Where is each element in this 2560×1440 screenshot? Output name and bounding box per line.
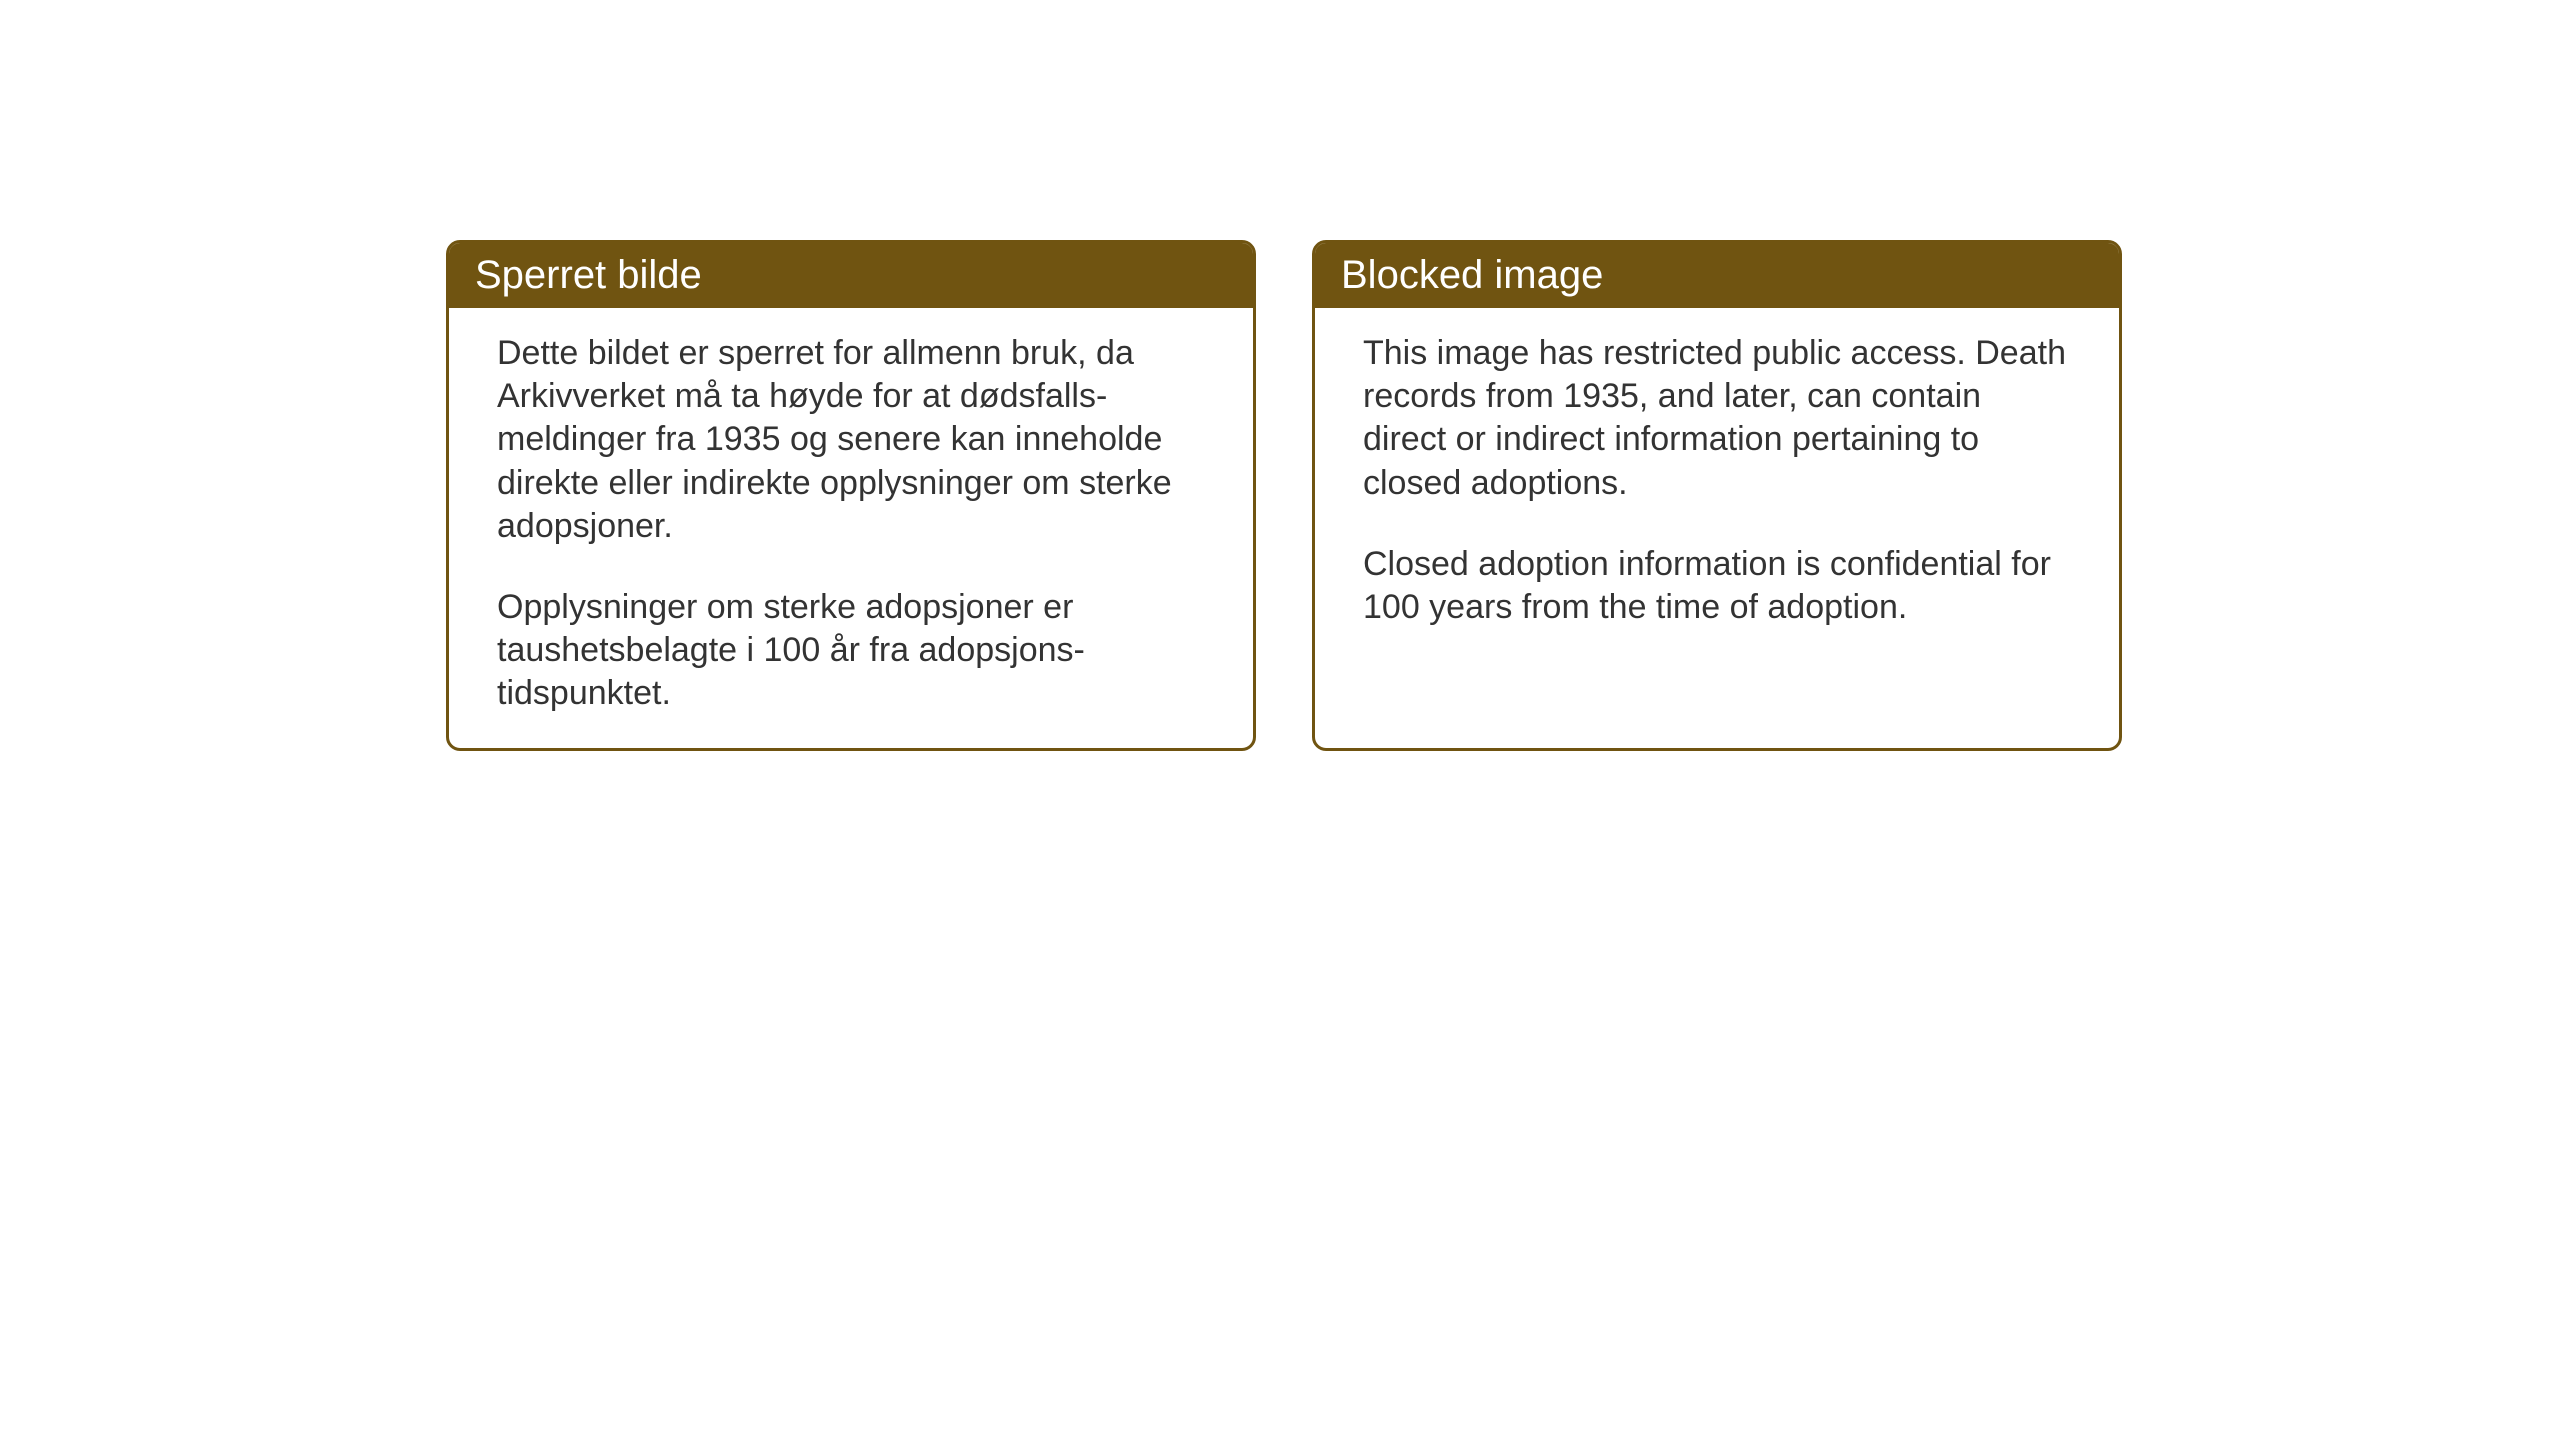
card-body-norwegian: Dette bildet er sperret for allmenn bruk… bbox=[449, 308, 1253, 748]
card-paragraph-1-norwegian: Dette bildet er sperret for allmenn bruk… bbox=[497, 332, 1205, 548]
notice-card-norwegian: Sperret bilde Dette bildet er sperret fo… bbox=[446, 240, 1256, 751]
card-body-english: This image has restricted public access.… bbox=[1315, 308, 2119, 748]
notice-card-english: Blocked image This image has restricted … bbox=[1312, 240, 2122, 751]
card-title-norwegian: Sperret bilde bbox=[475, 253, 702, 297]
card-paragraph-2-english: Closed adoption information is confident… bbox=[1363, 543, 2071, 629]
notice-container: Sperret bilde Dette bildet er sperret fo… bbox=[0, 0, 2560, 751]
card-paragraph-1-english: This image has restricted public access.… bbox=[1363, 332, 2071, 505]
card-paragraph-2-norwegian: Opplysninger om sterke adopsjoner er tau… bbox=[497, 586, 1205, 716]
card-title-english: Blocked image bbox=[1341, 253, 1603, 297]
card-header-norwegian: Sperret bilde bbox=[449, 243, 1253, 308]
card-header-english: Blocked image bbox=[1315, 243, 2119, 308]
